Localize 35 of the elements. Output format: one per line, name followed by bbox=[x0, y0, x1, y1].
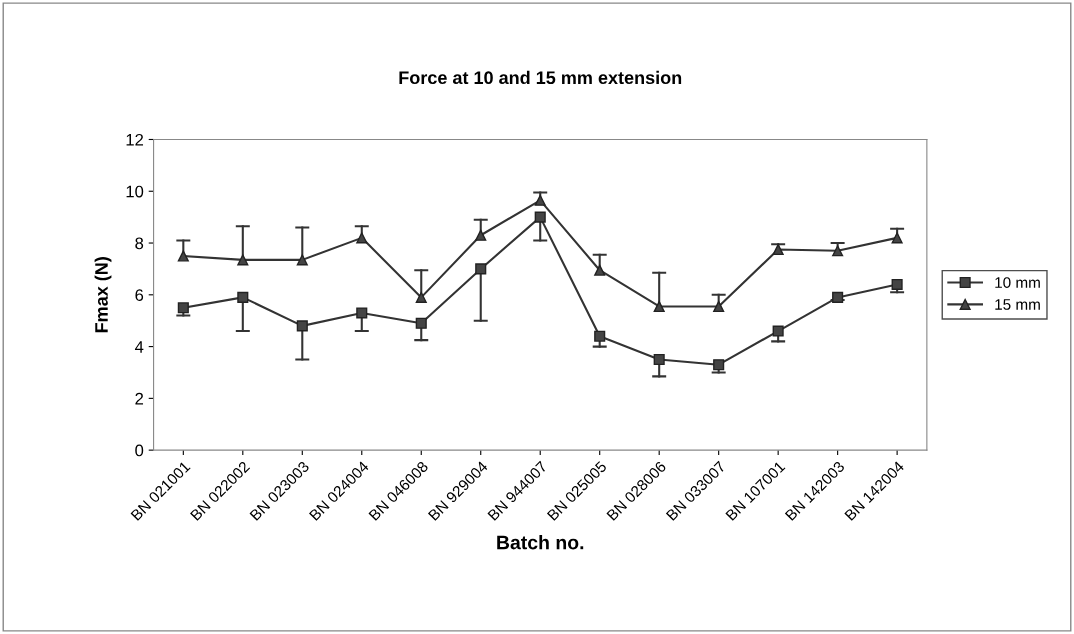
point bbox=[296, 254, 308, 266]
point bbox=[475, 229, 487, 241]
point bbox=[237, 291, 249, 303]
point bbox=[594, 264, 606, 276]
point bbox=[296, 320, 308, 332]
point bbox=[891, 232, 903, 244]
point bbox=[594, 330, 606, 342]
point bbox=[713, 300, 725, 313]
chart-title: Force at 10 and 15 mm extension bbox=[399, 70, 682, 85]
point bbox=[415, 317, 427, 329]
point bbox=[653, 300, 665, 313]
legend-label: 10 mm bbox=[995, 277, 1040, 288]
point bbox=[772, 325, 784, 337]
point bbox=[772, 243, 784, 256]
point bbox=[356, 232, 368, 244]
point bbox=[653, 353, 665, 366]
y-tick-label: 6 bbox=[135, 289, 144, 302]
y-tick-label: 0 bbox=[135, 444, 144, 457]
x-axis-title: Batch no. bbox=[497, 535, 584, 550]
point bbox=[534, 194, 546, 206]
legend-label: 15 mm bbox=[995, 299, 1040, 310]
y-tick-label: 12 bbox=[126, 133, 144, 146]
point bbox=[534, 211, 546, 223]
y-axis-title: Fmax (N) bbox=[94, 257, 112, 333]
point bbox=[415, 291, 427, 303]
point bbox=[832, 245, 844, 257]
y-tick-label: 2 bbox=[135, 392, 144, 405]
point bbox=[475, 263, 487, 275]
point bbox=[177, 250, 189, 262]
y-tick-label: 4 bbox=[134, 341, 144, 353]
y-tick-label: 8 bbox=[135, 237, 144, 250]
point bbox=[356, 307, 368, 319]
y-tick-label: 10 bbox=[126, 185, 144, 198]
point bbox=[713, 359, 725, 371]
point bbox=[237, 254, 249, 266]
